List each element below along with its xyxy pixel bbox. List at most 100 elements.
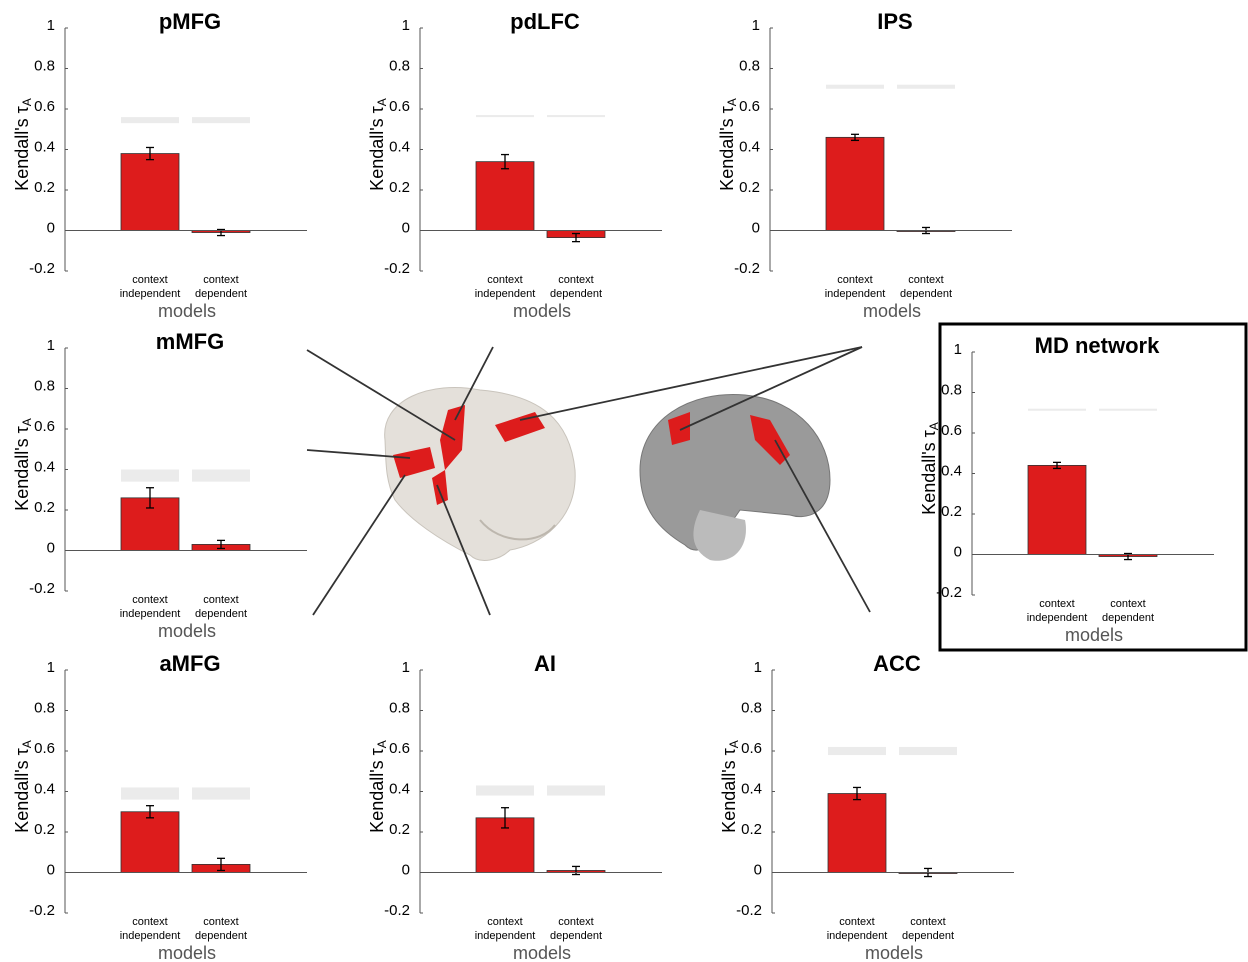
y-tick-label: 1	[402, 17, 410, 34]
y-label-subscript: A	[927, 422, 941, 430]
panel-title: AI	[534, 651, 556, 676]
y-tick-label: -0.2	[29, 260, 55, 277]
y-axis-label: Kendall's τA	[12, 98, 34, 191]
y-tick-label: 0	[402, 861, 410, 878]
bar	[1028, 465, 1086, 554]
y-tick-label: -0.2	[29, 902, 55, 919]
noise-ceiling	[1028, 409, 1086, 411]
bar-panel: pdLFC-0.200.20.40.60.81Kendall's τAconte…	[367, 9, 662, 321]
y-tick-label: 0	[402, 219, 410, 236]
highlight-frame	[940, 324, 1246, 650]
y-tick-label: -0.2	[384, 260, 410, 277]
noise-ceiling	[192, 117, 250, 123]
y-tick-label: 0.8	[389, 699, 410, 716]
y-tick-label: 0.4	[739, 138, 760, 155]
y-tick-label: -0.2	[29, 580, 55, 597]
panel-title: aMFG	[159, 651, 220, 676]
y-tick-label: 0.8	[34, 377, 55, 394]
y-tick-label: 1	[47, 337, 55, 354]
x-axis-label: models	[513, 943, 571, 962]
y-tick-label: 0.4	[34, 138, 55, 155]
y-label-subscript: A	[727, 740, 741, 748]
y-tick-label: 0	[47, 539, 55, 556]
noise-ceiling	[476, 785, 534, 795]
y-axis-label: Kendall's τA	[12, 418, 34, 511]
y-tick-label: 0.6	[34, 740, 55, 757]
y-label-subscript: A	[20, 740, 34, 748]
panel-title: ACC	[873, 651, 921, 676]
y-tick-label: 0.6	[389, 740, 410, 757]
y-tick-label: 1	[754, 659, 762, 676]
noise-ceiling	[476, 115, 534, 117]
bar	[828, 794, 886, 873]
noise-ceiling	[826, 85, 884, 89]
y-tick-label: -0.2	[936, 584, 962, 601]
x-tick-label: contextindependent	[475, 916, 536, 942]
y-tick-label: 1	[752, 17, 760, 34]
noise-ceiling	[121, 787, 179, 799]
y-tick-label: 0.6	[389, 98, 410, 115]
panel-title: MD network	[1035, 333, 1160, 358]
y-tick-label: 0.6	[741, 740, 762, 757]
noise-ceiling	[121, 470, 179, 482]
y-tick-label: -0.2	[736, 902, 762, 919]
x-tick-label: contextindependent	[120, 916, 181, 942]
panel-title: IPS	[877, 9, 912, 34]
cerebellum	[693, 510, 746, 561]
y-tick-label: 1	[47, 17, 55, 34]
y-tick-label: 0.8	[741, 699, 762, 716]
y-tick-label: 0.4	[34, 458, 55, 475]
y-tick-label: 1	[954, 341, 962, 358]
x-tick-label: contextindependent	[825, 274, 886, 300]
bar-panel: pMFG-0.200.20.40.60.81Kendall's τAcontex…	[12, 9, 307, 321]
y-tick-label: 0.2	[34, 179, 55, 196]
y-label-main: Kendall's τ	[919, 430, 939, 515]
noise-ceiling	[192, 787, 250, 799]
y-label-main: Kendall's τ	[12, 426, 32, 511]
y-tick-label: 0.4	[34, 780, 55, 797]
y-tick-label: 0	[47, 861, 55, 878]
y-tick-label: 0.4	[941, 462, 962, 479]
y-label-main: Kendall's τ	[12, 106, 32, 191]
panel-title: mMFG	[156, 329, 224, 354]
y-label-main: Kendall's τ	[717, 106, 737, 191]
noise-ceiling	[897, 85, 955, 89]
y-label-main: Kendall's τ	[367, 748, 387, 833]
y-tick-label: 0	[954, 543, 962, 560]
y-label-subscript: A	[20, 98, 34, 106]
y-tick-label: 0.6	[34, 98, 55, 115]
y-tick-label: 0.4	[389, 138, 410, 155]
y-label-main: Kendall's τ	[719, 748, 739, 833]
y-label-main: Kendall's τ	[12, 748, 32, 833]
y-tick-label: 0.8	[34, 57, 55, 74]
noise-ceiling	[121, 117, 179, 123]
y-label-subscript: A	[375, 740, 389, 748]
y-tick-label: -0.2	[384, 902, 410, 919]
x-axis-label: models	[863, 301, 921, 321]
y-tick-label: 1	[47, 659, 55, 676]
brain-illustration	[385, 387, 830, 560]
x-axis-label: models	[513, 301, 571, 321]
bar	[121, 812, 179, 873]
y-tick-label: 0.2	[739, 179, 760, 196]
y-axis-label: Kendall's τA	[717, 98, 739, 191]
panel-title: pdLFC	[510, 9, 580, 34]
noise-ceiling	[828, 747, 886, 755]
y-tick-label: 0	[47, 219, 55, 236]
y-tick-label: 0.6	[34, 418, 55, 435]
y-tick-label: -0.2	[734, 260, 760, 277]
y-tick-label: 0	[754, 861, 762, 878]
connector	[313, 475, 405, 615]
x-tick-label: contextdependent	[902, 916, 954, 942]
x-axis-label: models	[158, 943, 216, 962]
